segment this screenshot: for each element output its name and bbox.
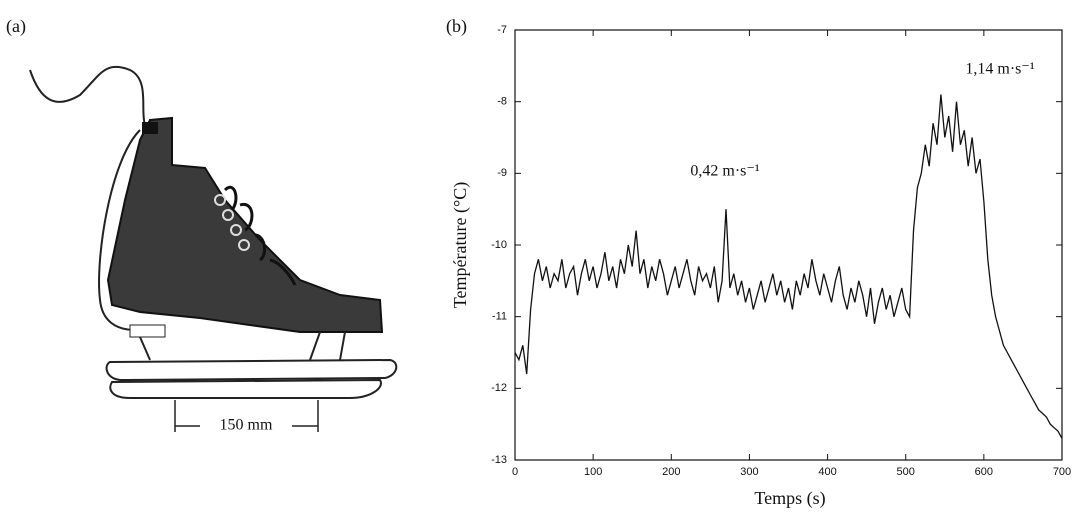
y-tick-label: -7 bbox=[497, 24, 507, 36]
y-tick-label: -8 bbox=[497, 96, 507, 108]
y-tick-label: -10 bbox=[491, 239, 507, 251]
x-tick-label: 500 bbox=[897, 466, 915, 478]
dimension-label: 150 mm bbox=[220, 417, 273, 434]
y-tick-label: -13 bbox=[491, 454, 507, 466]
skate-diagram bbox=[29, 65, 398, 432]
x-tick-label: 700 bbox=[1053, 466, 1071, 478]
y-axis-label: Température (°C) bbox=[450, 182, 471, 308]
x-tick-label: 300 bbox=[740, 466, 758, 478]
panel-label: (a) bbox=[6, 16, 26, 37]
x-tick-label: 400 bbox=[818, 466, 836, 478]
x-tick-label: 200 bbox=[662, 466, 680, 478]
x-tick-label: 100 bbox=[584, 466, 602, 478]
panel-label: (b) bbox=[446, 16, 467, 37]
x-tick-label: 0 bbox=[512, 466, 518, 478]
x-tick-label: 600 bbox=[975, 466, 993, 478]
x-axis-label: Temps (s) bbox=[754, 488, 825, 509]
plot-frame bbox=[514, 29, 1063, 461]
annotation: 1,14 m·s⁻¹ bbox=[965, 61, 1034, 78]
temperature-line bbox=[514, 94, 1063, 439]
annotation: 0,42 m·s⁻¹ bbox=[690, 163, 759, 180]
y-tick-label: -12 bbox=[491, 382, 507, 394]
y-tick-label: -9 bbox=[497, 167, 507, 179]
y-tick-label: -11 bbox=[492, 311, 507, 323]
